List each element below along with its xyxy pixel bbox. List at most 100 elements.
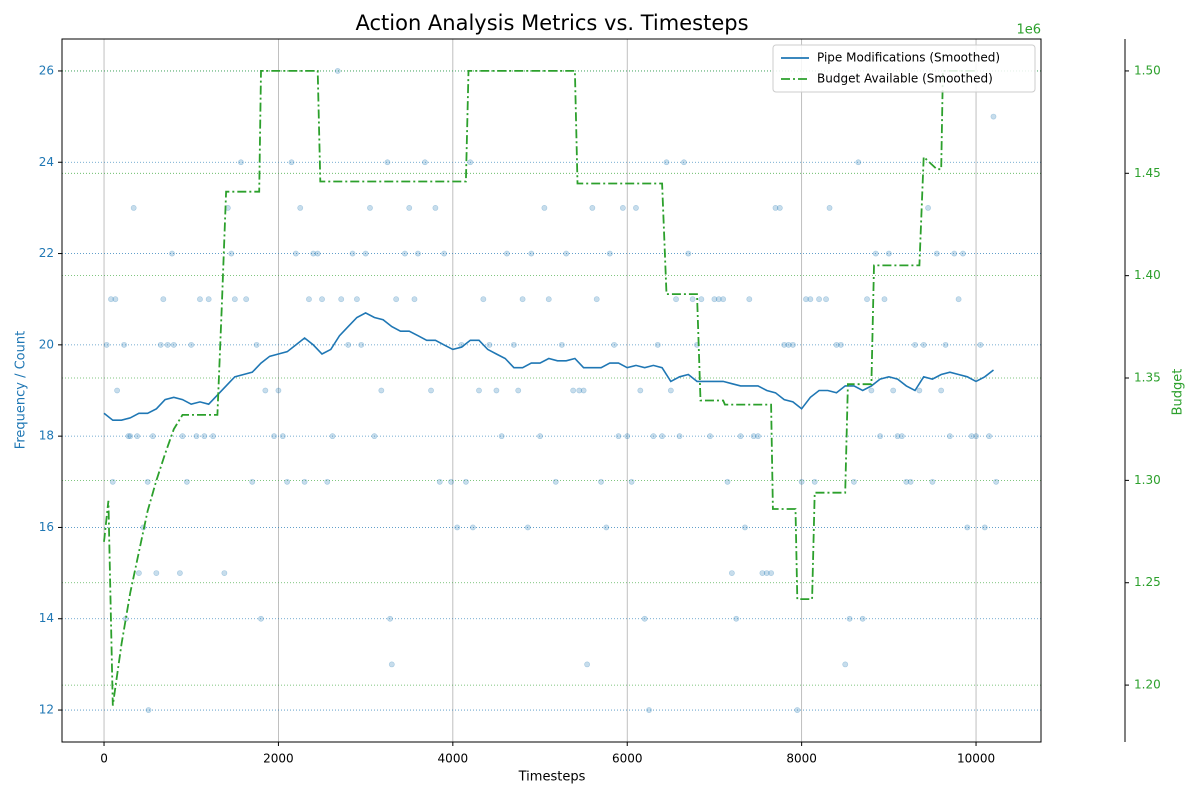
raw-point [411,296,418,303]
raw-point [271,433,277,440]
y-tick-label: 22 [39,246,54,260]
raw-point [170,341,177,348]
raw-point [454,524,461,531]
raw-point [833,341,840,348]
raw-point [164,341,171,348]
raw-point [324,478,331,485]
raw-point [885,250,892,257]
raw-point [393,296,400,303]
raw-point [785,341,792,348]
raw-point [628,478,635,485]
raw-point [284,478,291,485]
raw-point [968,433,975,440]
raw-point [890,387,897,394]
raw-point [742,524,748,531]
x-tick-label: 4000 [438,752,469,766]
raw-point [422,159,428,166]
raw-point [349,250,356,257]
raw-point [750,433,757,440]
raw-point [193,433,200,440]
raw-point [467,159,474,166]
raw-point [144,478,151,485]
raw-point [685,250,692,257]
legend-label: Pipe Modifications (Smoothed) [817,51,1000,65]
raw-point [977,341,984,348]
raw-point [432,205,439,211]
raw-point [715,296,722,303]
raw-point [221,570,228,576]
y2-tick-label: 1.25 [1134,575,1161,589]
raw-point [201,433,208,440]
raw-point [541,205,548,211]
raw-point [907,478,914,485]
raw-point [689,296,696,303]
raw-point [292,250,299,257]
raw-point [851,478,857,485]
raw-point [593,296,600,303]
raw-point [238,159,244,166]
x-tick-label: 6000 [612,752,643,766]
raw-point [837,341,844,348]
raw-point [606,250,613,257]
raw-point [951,250,958,257]
y-tick-label: 20 [39,337,54,351]
raw-point [486,341,493,348]
legend-label: Budget Available (Smoothed) [817,72,993,86]
raw-point [768,570,775,576]
raw-point [354,296,360,303]
raw-point [960,250,966,257]
raw-point [463,478,469,485]
raw-point [503,250,510,257]
y2-tick-label: 1.20 [1134,678,1161,692]
raw-point [720,296,727,303]
raw-point [149,433,156,440]
y2-tick-label: 1.50 [1134,63,1161,77]
raw-point [776,205,783,211]
x-tick-label: 0 [100,752,108,766]
raw-point [598,478,604,485]
raw-point [176,570,183,576]
y-tick-label: 18 [39,429,54,443]
raw-point [707,433,713,440]
raw-point [231,296,238,303]
raw-point [763,570,770,576]
y-tick-label: 14 [39,611,54,625]
raw-point [920,341,927,348]
y2-tick-label: 1.40 [1134,268,1161,282]
raw-point [134,433,141,440]
raw-point [279,433,286,440]
series-line [103,311,994,421]
raw-point [584,661,591,668]
raw-point [114,387,121,394]
raw-point [973,433,979,440]
raw-point [436,478,443,485]
raw-point [319,296,325,303]
raw-point [942,341,949,348]
raw-point [108,296,114,303]
raw-point [619,205,626,211]
raw-point [288,159,295,166]
raw-point [498,433,505,440]
x-axis-label: Timesteps [518,770,586,785]
y2-tick-label: 1.35 [1134,371,1161,385]
raw-point [183,478,190,485]
y2-tick-label: 1.45 [1134,166,1161,180]
raw-point [826,205,833,211]
raw-point [160,296,167,303]
raw-point [955,296,962,303]
y2-tick-label: 1.30 [1134,473,1161,487]
series-line [103,70,976,706]
raw-point [654,341,661,348]
y-tick-label: 24 [39,155,54,169]
raw-point [570,387,577,394]
legend: Pipe Modifications (Smoothed) Budget Avai… [772,44,1036,93]
raw-point [681,159,687,166]
raw-point [515,387,522,394]
raw-point [711,296,718,303]
raw-point [384,159,391,166]
raw-point [358,341,365,348]
raw-point [798,478,805,485]
raw-point [667,387,674,394]
